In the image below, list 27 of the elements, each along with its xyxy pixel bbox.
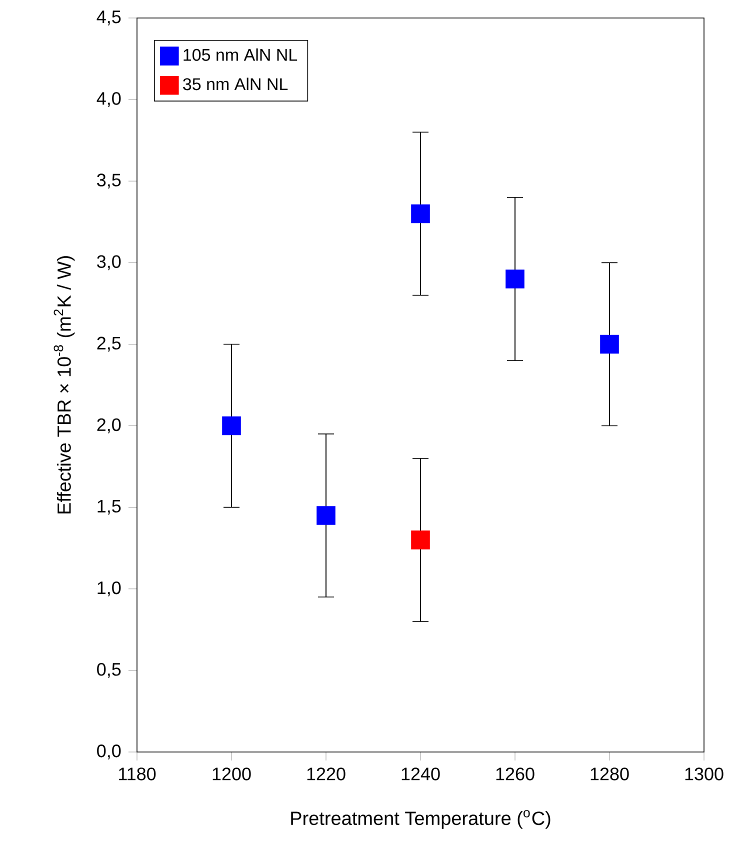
x-tick-label: 1240 [402,768,440,780]
y-tick-label: 4,5 [96,10,121,26]
x-tick-label: 1280 [590,768,629,780]
y-tick-label: 4,0 [96,92,121,107]
y-tick-label: 0,5 [97,662,121,678]
point [506,270,524,288]
x-tick-label: 1220 [307,768,346,780]
point [222,416,241,436]
point [316,506,336,525]
x-tick-label: 1260 [496,768,534,780]
point [411,530,430,550]
y-axis-title: Effective TBR × 10$^{-8}$ (m$^{2}$K / W) [54,256,75,514]
point [600,334,619,354]
y-tick-label: 3,0 [97,255,121,270]
x-tick-label: 1300 [685,768,724,780]
y-tick-label: 1,5 [98,500,121,515]
x-axis-title: Pretreatment Temperature ($^{o}$C) [291,810,550,829]
y-tick-label: 3,5 [97,174,121,189]
point [411,204,430,224]
x-tick-label: 1180 [119,768,156,780]
legend-label: 105 nm AlN NL [184,48,298,61]
y-tick-label: 0,0 [97,744,121,760]
y-tick-label: 2,0 [97,418,121,434]
legend-label: 35 nm AlN NL [183,78,288,90]
y-tick-label: 2,5 [97,336,121,352]
y-tick-label: 1,0 [98,581,121,596]
x-tick-label: 1200 [212,768,251,780]
